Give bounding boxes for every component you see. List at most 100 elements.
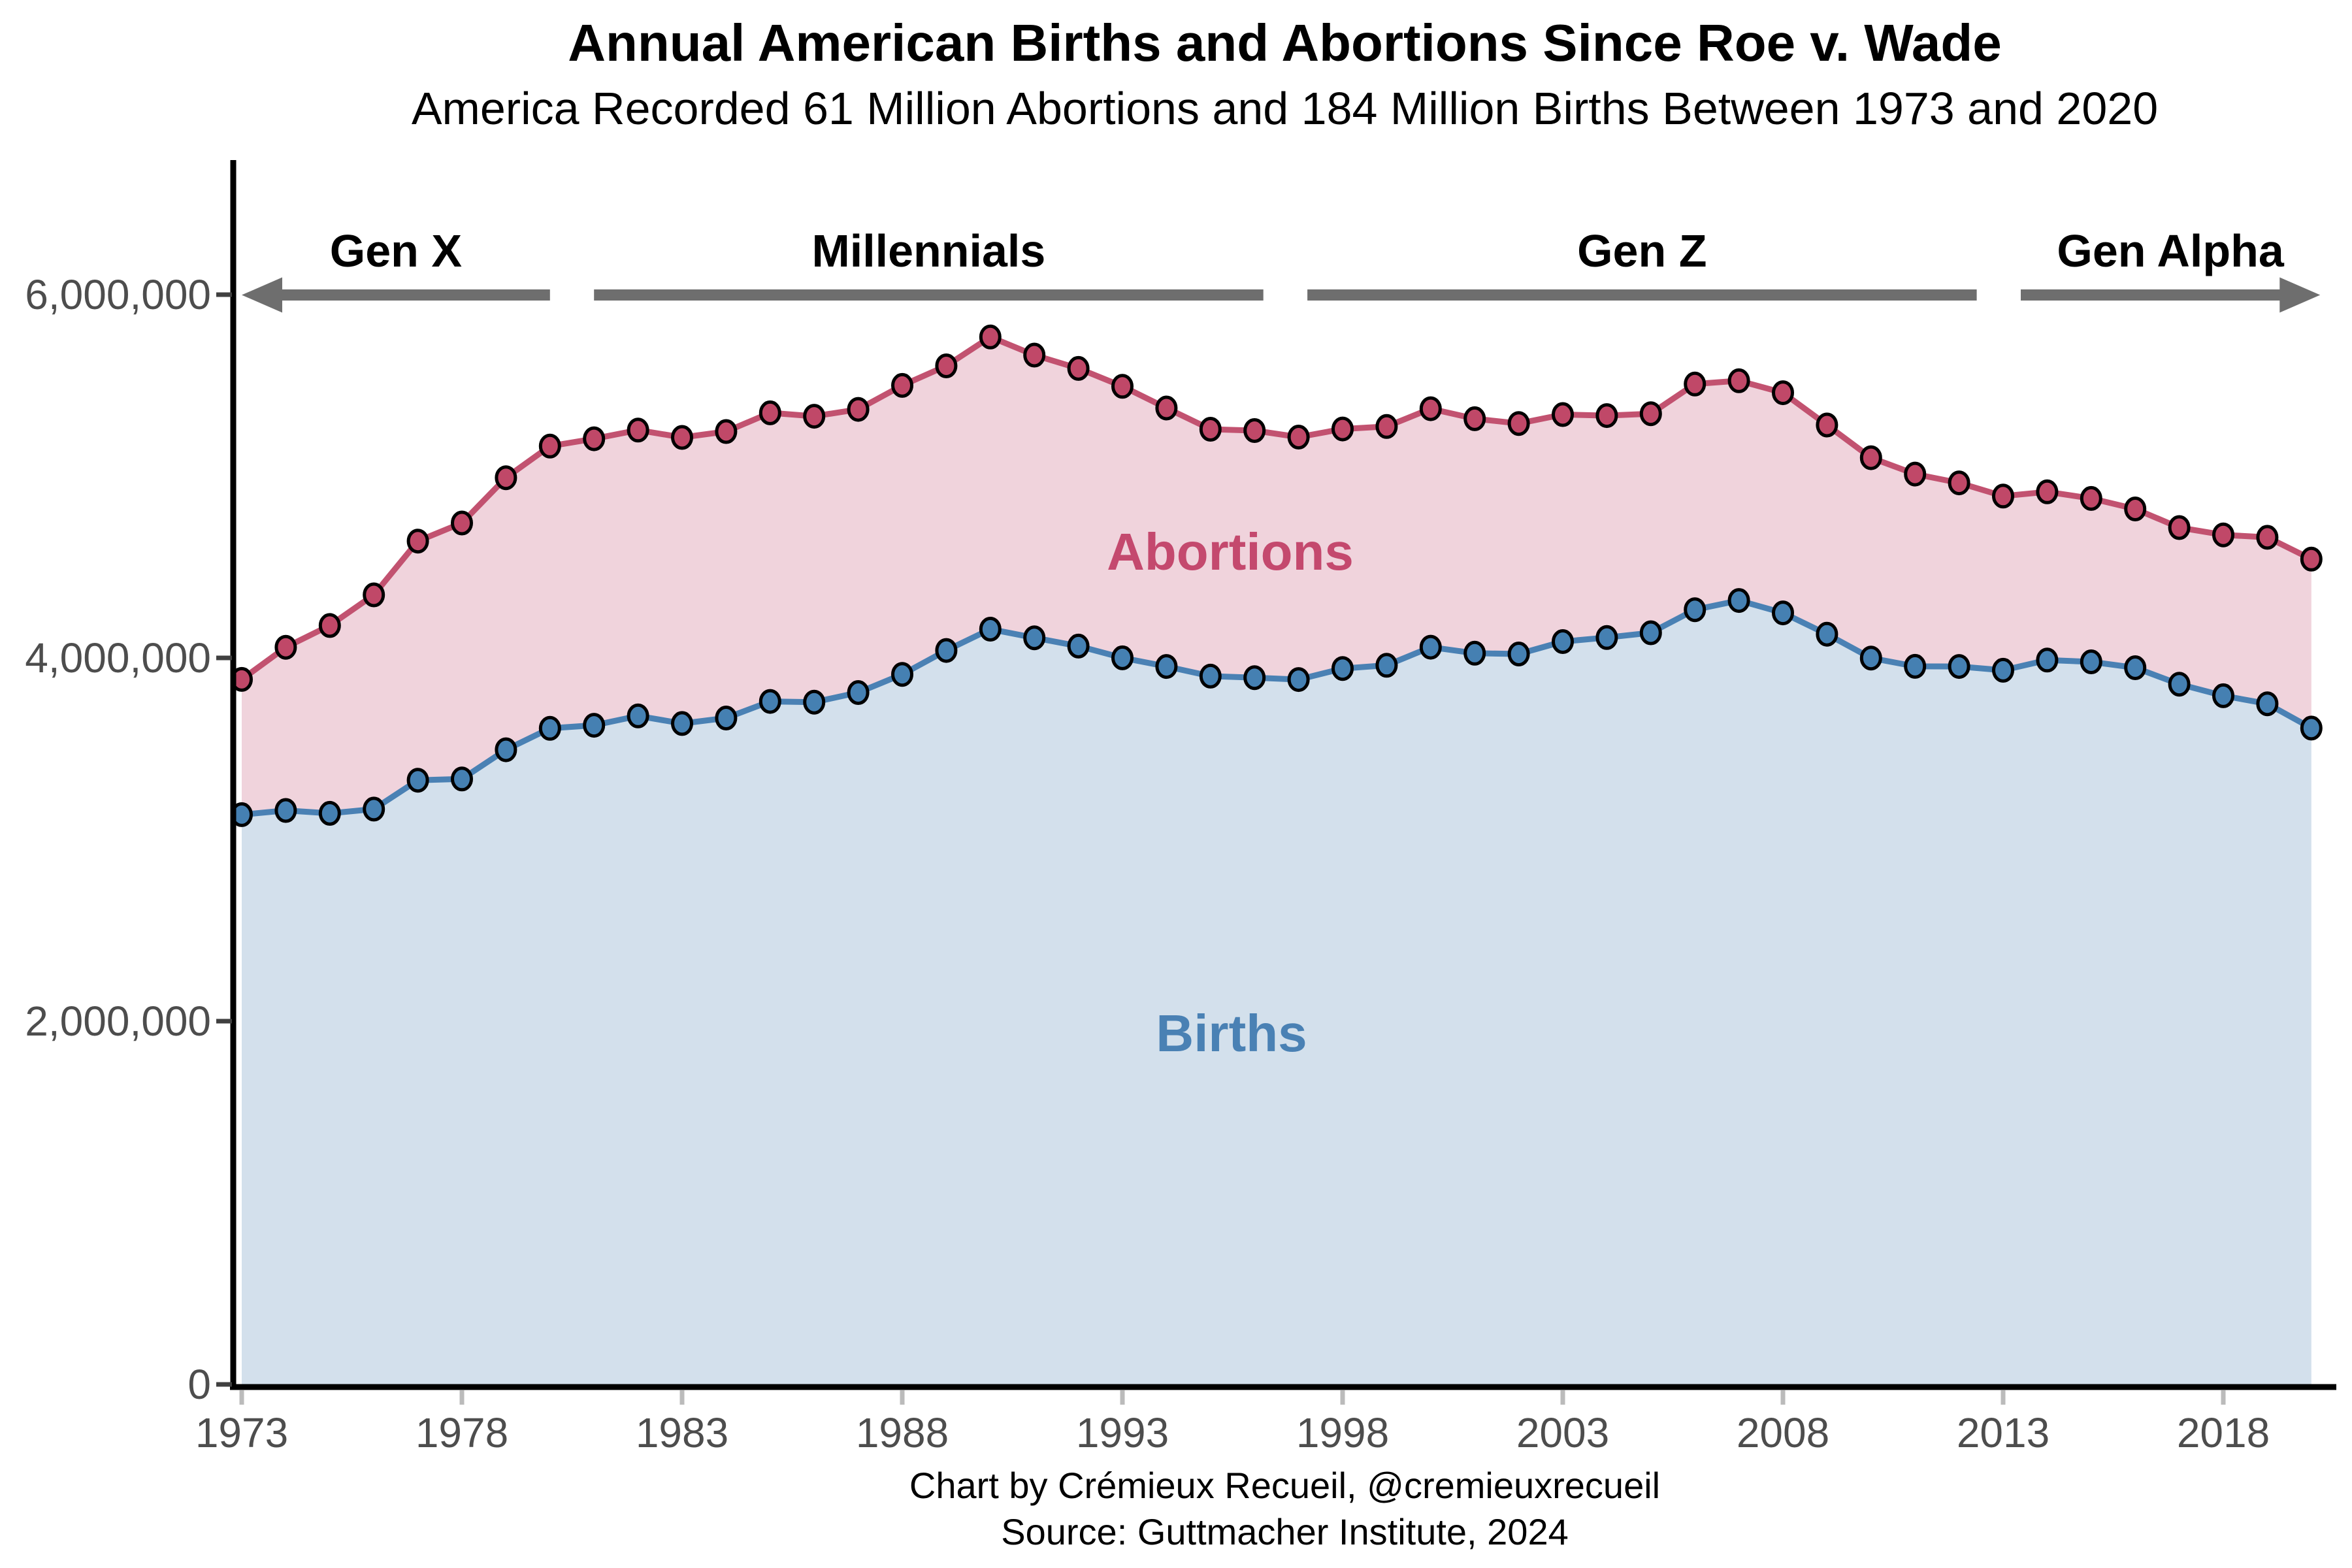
births-point-2006 — [1684, 597, 1707, 623]
births-point-1980 — [538, 715, 561, 741]
abortions-point-1992 — [1067, 355, 1090, 381]
y-tick-label-4000000: 4,000,000 — [25, 634, 211, 681]
generation-bar-millennials — [594, 289, 1264, 301]
births-point-2007 — [1727, 588, 1750, 613]
x-tick-label-1998: 1998 — [1296, 1409, 1389, 1456]
abortions-point-2004 — [1595, 403, 1618, 429]
abortions-point-1981 — [583, 426, 606, 451]
abortions-point-1985 — [759, 400, 781, 425]
abortions-point-2020 — [2300, 546, 2323, 572]
abortions-point-2001 — [1463, 406, 1486, 431]
births-point-1981 — [583, 713, 606, 738]
abortions-point-2015 — [2080, 485, 2102, 511]
abortions-point-2002 — [1507, 411, 1530, 436]
generation-label-gen-z: Gen Z — [1577, 225, 1707, 276]
abortions-point-1993 — [1111, 374, 1134, 399]
abortions-point-1987 — [847, 397, 870, 422]
generation-bar-gen-alpha — [2021, 289, 2283, 301]
births-point-1994 — [1155, 654, 1178, 679]
births-point-1979 — [495, 737, 517, 762]
abortions-point-2012 — [1948, 470, 1970, 496]
abortions-point-1995 — [1199, 417, 1222, 442]
y-tick-label-0: 0 — [188, 1361, 211, 1408]
births-point-1974 — [274, 798, 297, 823]
births-point-1984 — [715, 706, 738, 730]
abortions-point-2003 — [1552, 402, 1574, 427]
abortions-point-1979 — [495, 465, 517, 491]
abortions-point-2014 — [2036, 479, 2059, 504]
abortions-point-1989 — [935, 353, 958, 378]
births-point-1988 — [891, 662, 913, 687]
abortions-series-label: Abortions — [1107, 523, 1354, 581]
abortions-point-2011 — [1904, 461, 1927, 487]
births-point-2018 — [2212, 683, 2234, 708]
abortions-point-1994 — [1155, 395, 1178, 421]
births-point-2016 — [2124, 655, 2147, 680]
abortions-point-1975 — [318, 613, 341, 638]
abortions-point-1976 — [363, 582, 385, 608]
x-tick-label-1988: 1988 — [856, 1409, 949, 1456]
x-tick-label-2008: 2008 — [1737, 1409, 1829, 1456]
births-point-1999 — [1375, 653, 1398, 678]
abortions-point-1986 — [803, 404, 826, 429]
x-tick-label-2013: 2013 — [1957, 1409, 2050, 1456]
abortions-point-2017 — [2168, 515, 2191, 540]
births-point-1990 — [979, 617, 1002, 642]
births-point-1982 — [627, 703, 649, 728]
births-point-1995 — [1199, 663, 1222, 689]
caption: Chart by Crémieux Recueil, @cremieuxrecu… — [233, 1462, 2336, 1555]
births-point-1986 — [803, 689, 826, 715]
abortions-point-2018 — [2212, 522, 2234, 547]
births-point-1997 — [1287, 667, 1310, 693]
births-point-1992 — [1067, 633, 1090, 659]
generation-label-gen-x: Gen X — [330, 225, 463, 276]
abortions-point-2016 — [2124, 497, 2147, 521]
births-point-1983 — [671, 711, 693, 736]
births-point-2019 — [2256, 691, 2279, 717]
births-point-2005 — [1639, 620, 1662, 645]
abortions-point-2005 — [1639, 401, 1662, 427]
births-point-2020 — [2300, 715, 2323, 741]
abortions-point-1982 — [627, 417, 649, 443]
arrow-left-icon — [242, 277, 282, 313]
births-point-2015 — [2080, 649, 2102, 674]
births-point-2001 — [1463, 640, 1486, 666]
births-series-label: Births — [1156, 1004, 1307, 1062]
abortions-point-1997 — [1287, 425, 1310, 449]
births-point-2000 — [1419, 634, 1442, 660]
births-point-2009 — [1816, 621, 1838, 647]
births-point-1998 — [1331, 656, 1354, 681]
births-point-1989 — [935, 638, 958, 663]
births-point-1991 — [1023, 625, 1046, 651]
births-point-2017 — [2168, 672, 2191, 697]
arrow-right-icon — [2279, 277, 2321, 313]
births-point-1996 — [1243, 665, 1266, 691]
births-point-2012 — [1948, 654, 1970, 679]
births-point-1977 — [406, 768, 429, 793]
generation-bar-gen-x — [280, 289, 550, 301]
x-tick-label-2003: 2003 — [1516, 1409, 1609, 1456]
abortions-point-2019 — [2256, 525, 2279, 550]
abortions-point-2007 — [1727, 368, 1750, 393]
abortions-point-1978 — [451, 510, 473, 536]
y-tick-label-6000000: 6,000,000 — [25, 271, 211, 318]
chart-subtitle: America Recorded 61 Million Abortions an… — [411, 83, 2159, 134]
x-tick-label-2018: 2018 — [2177, 1409, 2270, 1456]
births-point-1976 — [363, 796, 385, 822]
generation-label-millennials: Millennials — [811, 225, 1045, 276]
abortions-point-2000 — [1419, 396, 1442, 421]
abortions-point-1990 — [979, 324, 1002, 350]
caption-credit: Chart by Crémieux Recueil, @cremieuxrecu… — [909, 1465, 1661, 1506]
abortions-point-1984 — [715, 419, 738, 444]
abortions-point-2006 — [1684, 371, 1707, 397]
abortions-point-1996 — [1243, 418, 1266, 443]
abortions-point-2013 — [1992, 483, 2014, 509]
abortions-point-1980 — [538, 433, 561, 459]
chart-title: Annual American Births and Abortions Sin… — [568, 14, 2002, 72]
y-tick-label-2000000: 2,000,000 — [25, 998, 211, 1045]
abortions-point-2008 — [1772, 380, 1794, 406]
births-point-1985 — [759, 689, 781, 714]
births-point-2010 — [1859, 645, 1882, 671]
